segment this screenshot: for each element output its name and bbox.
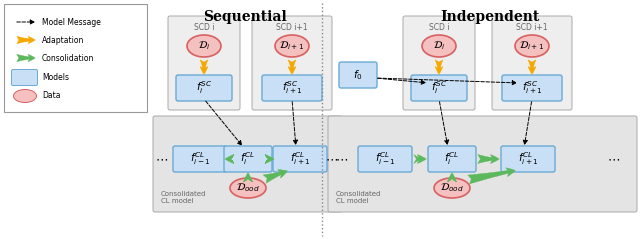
Text: $f_{i-1}^{CL}$: $f_{i-1}^{CL}$: [189, 151, 211, 167]
Text: $f_{i+1}^{SC}$: $f_{i+1}^{SC}$: [282, 80, 302, 96]
FancyBboxPatch shape: [224, 146, 272, 172]
FancyBboxPatch shape: [339, 62, 377, 88]
FancyBboxPatch shape: [12, 70, 38, 86]
Ellipse shape: [13, 89, 36, 103]
Ellipse shape: [230, 178, 266, 198]
FancyBboxPatch shape: [252, 16, 332, 110]
Text: $f_{i+1}^{CL}$: $f_{i+1}^{CL}$: [290, 151, 310, 167]
FancyBboxPatch shape: [428, 146, 476, 172]
Text: Consolidated
CL model: Consolidated CL model: [336, 190, 381, 204]
FancyBboxPatch shape: [262, 75, 322, 101]
Text: $\mathcal{D}_{i+1}$: $\mathcal{D}_{i+1}$: [519, 40, 545, 52]
FancyBboxPatch shape: [273, 146, 327, 172]
FancyBboxPatch shape: [492, 16, 572, 110]
Text: Model Message: Model Message: [42, 17, 101, 27]
Text: $\mathcal{D}_{i+1}$: $\mathcal{D}_{i+1}$: [279, 40, 305, 52]
FancyBboxPatch shape: [168, 16, 240, 110]
FancyBboxPatch shape: [4, 4, 147, 112]
Text: Consolidated
CL model: Consolidated CL model: [161, 190, 206, 204]
Ellipse shape: [515, 35, 549, 57]
FancyBboxPatch shape: [411, 75, 467, 101]
Text: $f_i^{CL}$: $f_i^{CL}$: [444, 151, 460, 167]
FancyBboxPatch shape: [358, 146, 412, 172]
Text: $f_i^{SC}$: $f_i^{SC}$: [196, 80, 212, 96]
Text: Adaptation: Adaptation: [42, 36, 84, 44]
FancyBboxPatch shape: [328, 116, 637, 212]
Text: $\cdots$: $\cdots$: [335, 152, 349, 165]
Text: $f_{i+1}^{SC}$: $f_{i+1}^{SC}$: [522, 80, 542, 96]
Text: $\mathcal{D}_{ood}$: $\mathcal{D}_{ood}$: [440, 182, 464, 194]
Text: $\cdots$: $\cdots$: [326, 152, 339, 165]
FancyBboxPatch shape: [173, 146, 227, 172]
Text: $\mathcal{D}_i$: $\mathcal{D}_i$: [433, 40, 445, 52]
FancyBboxPatch shape: [501, 146, 555, 172]
Text: Sequential: Sequential: [203, 10, 287, 24]
Ellipse shape: [275, 35, 309, 57]
Text: SCD i+1: SCD i+1: [276, 23, 308, 32]
Text: $\cdots$: $\cdots$: [607, 152, 621, 165]
Text: SCD i: SCD i: [429, 23, 449, 32]
Text: $f_i^{SC}$: $f_i^{SC}$: [431, 80, 447, 96]
Text: $\mathcal{D}_{ood}$: $\mathcal{D}_{ood}$: [236, 182, 260, 194]
FancyBboxPatch shape: [153, 116, 342, 212]
Text: Data: Data: [42, 92, 61, 101]
FancyBboxPatch shape: [176, 75, 232, 101]
Text: Independent: Independent: [440, 10, 540, 24]
Text: $f_{i-1}^{CL}$: $f_{i-1}^{CL}$: [374, 151, 396, 167]
Ellipse shape: [434, 178, 470, 198]
Text: $\mathcal{D}_i$: $\mathcal{D}_i$: [198, 40, 210, 52]
Ellipse shape: [422, 35, 456, 57]
FancyBboxPatch shape: [502, 75, 562, 101]
Text: $f_0$: $f_0$: [353, 68, 363, 82]
Text: $f_{i+1}^{CL}$: $f_{i+1}^{CL}$: [518, 151, 538, 167]
Text: $\cdots$: $\cdots$: [156, 152, 168, 165]
Text: $f_i^{CL}$: $f_i^{CL}$: [241, 151, 255, 167]
Text: SCD i+1: SCD i+1: [516, 23, 548, 32]
Ellipse shape: [187, 35, 221, 57]
Text: Consolidation: Consolidation: [42, 54, 94, 63]
Text: SCD i: SCD i: [194, 23, 214, 32]
FancyBboxPatch shape: [403, 16, 475, 110]
Text: Models: Models: [42, 74, 69, 82]
